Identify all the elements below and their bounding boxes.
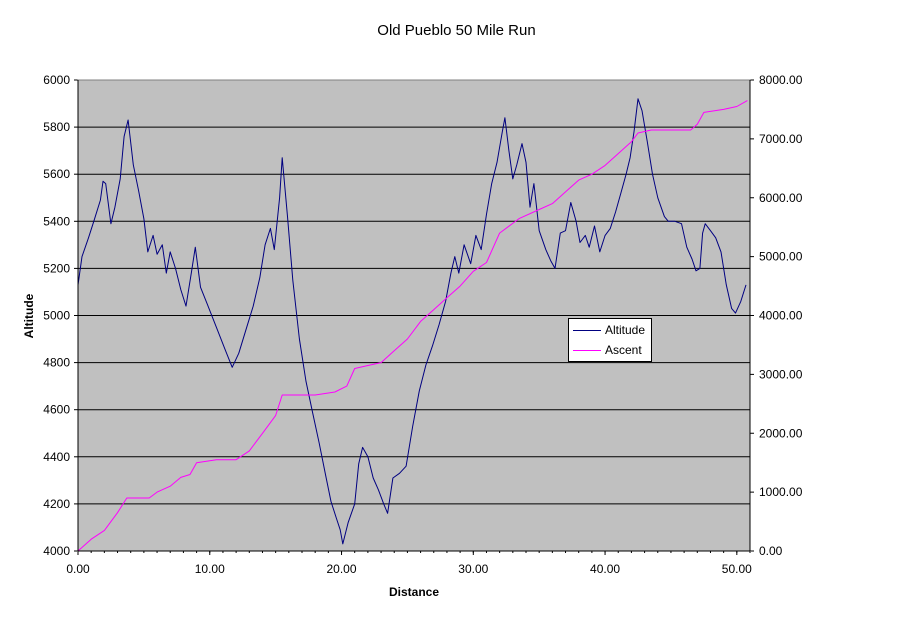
chart-title: Old Pueblo 50 Mile Run	[377, 22, 536, 39]
legend-swatch-ascent	[573, 349, 601, 351]
y-left-tick-label: 4200	[43, 497, 70, 511]
y-left-tick-label: 5200	[43, 261, 70, 275]
y-left-tick-label: 5400	[43, 214, 70, 228]
y-right-tick-label: 1000.00	[759, 485, 803, 499]
y-right-tick-label: 2000.00	[759, 426, 803, 440]
x-axis-label: Distance	[388, 585, 440, 599]
legend-swatch-altitude	[573, 329, 601, 331]
y-left-tick-label: 5000	[43, 309, 70, 323]
legend-item-altitude: Altitude	[569, 320, 651, 340]
x-tick-label: 20.00	[327, 562, 357, 576]
x-tick-label: 30.00	[458, 562, 488, 576]
y-right-tick-label: 7000.00	[759, 132, 803, 146]
y-right-tick-label: 0.00	[759, 544, 783, 558]
x-tick-label: 10.00	[195, 562, 225, 576]
y-left-tick-label: 4600	[43, 403, 70, 417]
y-left-tick-label: 5800	[43, 120, 70, 134]
legend: Altitude Ascent	[568, 318, 652, 362]
series-layer	[77, 98, 748, 552]
legend-item-ascent: Ascent	[569, 340, 651, 360]
x-tick-label: 0.00	[66, 562, 90, 576]
x-tick-label: 40.00	[590, 562, 620, 576]
y-left-tick-label: 5600	[43, 167, 70, 181]
y-left-tick-label: 4400	[43, 450, 70, 464]
legend-label-altitude: Altitude	[605, 323, 646, 337]
y-axis-label: Altitude	[22, 293, 36, 339]
y-right-tick-label: 4000.00	[759, 309, 803, 323]
legend-label-ascent: Ascent	[605, 343, 642, 357]
y-left-tick-label: 4000	[43, 544, 70, 558]
y-right-tick-label: 6000.00	[759, 191, 803, 205]
y-right-tick-label: 5000.00	[759, 250, 803, 264]
y-left-tick-label: 6000	[43, 73, 70, 87]
axes: 4000 4200 4400 4600 4800 5000 5200 5400 5600 5800…	[43, 73, 802, 576]
series-line-altitude	[77, 98, 747, 545]
series-line-ascent	[77, 100, 748, 552]
x-tick-label: 50.00	[722, 562, 752, 576]
y-right-tick-label: 8000.00	[759, 73, 803, 87]
y-right-tick-label: 3000.00	[759, 367, 803, 381]
y-left-tick-label: 4800	[43, 356, 70, 370]
